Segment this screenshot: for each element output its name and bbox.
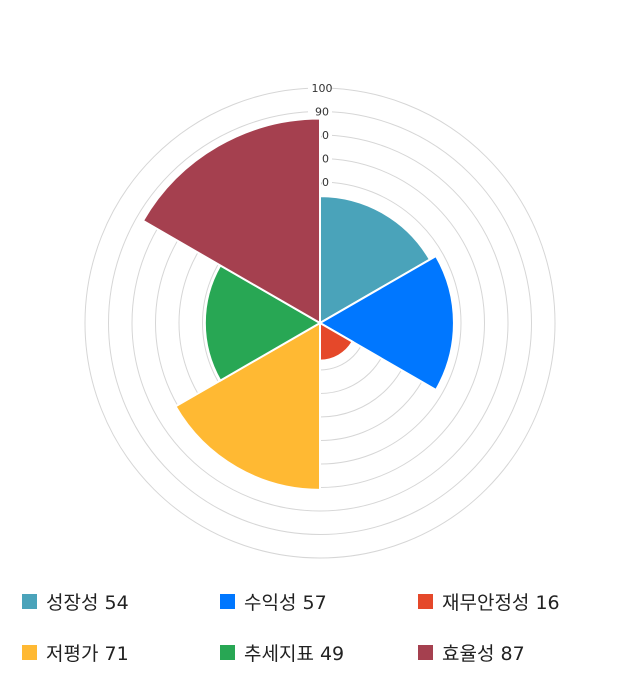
legend-swatch: [220, 645, 235, 660]
segment-성장성: [319, 195, 432, 325]
legend-swatch: [418, 594, 433, 609]
tick-label-bg: [308, 104, 332, 118]
segment-추세지표: [203, 264, 323, 382]
legend-swatch: [220, 594, 235, 609]
legend-label: 추세지표 49: [244, 643, 345, 665]
tick-label: 90: [315, 106, 329, 119]
tick-label-bg: [308, 81, 332, 94]
legend-item-4[interactable]: 추세지표 49: [220, 639, 344, 666]
legend-swatch: [22, 594, 37, 609]
legend-item-0[interactable]: 성장성 54: [22, 588, 129, 615]
segment-저평가: [174, 321, 321, 491]
legend-item-5[interactable]: 효율성 87: [418, 639, 525, 666]
legend-label: 수익성 57: [244, 592, 327, 614]
legend-swatch: [22, 645, 37, 660]
legend-item-2[interactable]: 재무안정성 16: [418, 588, 560, 615]
legend-item-3[interactable]: 저평가 71: [22, 639, 129, 666]
legend-swatch: [418, 645, 433, 660]
legend-label: 효율성 87: [442, 643, 525, 665]
legend-label: 재무안정성 16: [442, 592, 560, 614]
tick-label: 100: [312, 82, 333, 95]
segment-효율성: [141, 117, 321, 325]
legend-label: 저평가 71: [46, 643, 129, 665]
segment-수익성: [318, 254, 455, 392]
legend-label: 성장성 54: [46, 592, 129, 614]
legend-item-1[interactable]: 수익성 57: [220, 588, 327, 615]
